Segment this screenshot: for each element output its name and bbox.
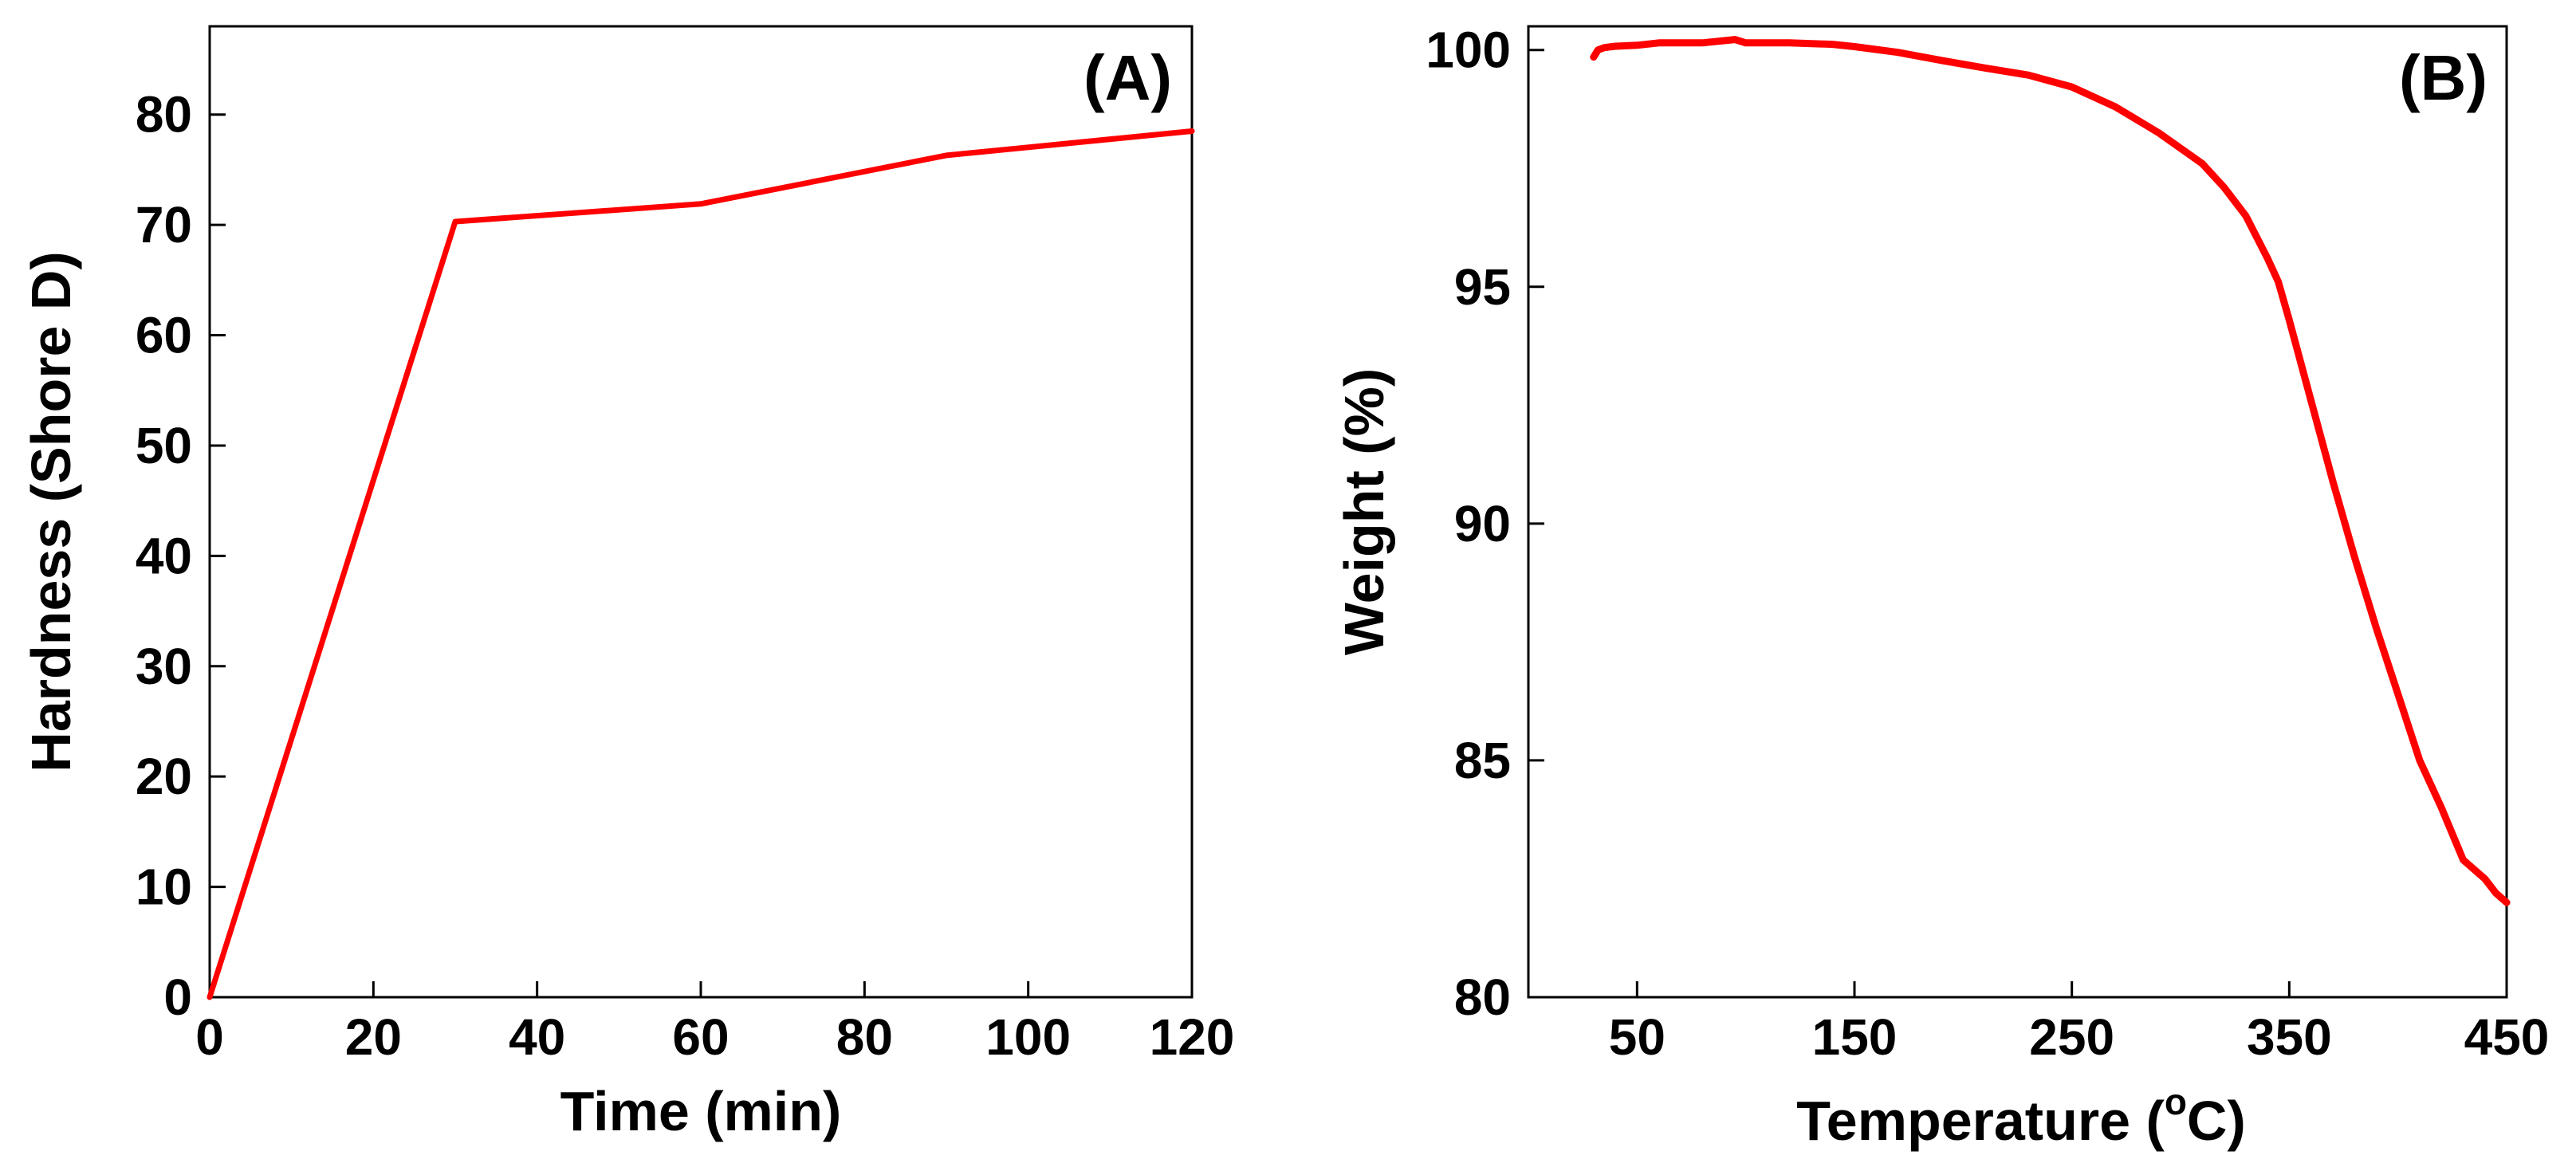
y-tick-label-a-7: 70 bbox=[136, 196, 192, 253]
chart-weight-vs-temperature: 50 150 250 350 450 80 85 90 95 100 (B) Temperatur… bbox=[1333, 22, 2549, 1152]
x-tick-label-a-3: 60 bbox=[672, 1008, 729, 1066]
y-tick-label-a-1: 10 bbox=[136, 858, 192, 916]
x-tick-label-b-0: 50 bbox=[1609, 1008, 1666, 1066]
x-tick-label-a-5: 100 bbox=[985, 1008, 1071, 1066]
y-tick-label-a-0: 0 bbox=[163, 969, 192, 1026]
x-tick-label-a-4: 80 bbox=[836, 1008, 893, 1066]
x-axis-label-a: Time (min) bbox=[560, 1080, 842, 1142]
y-tick-label-a-3: 30 bbox=[136, 638, 192, 695]
x-axis-label-b: Temperature (oC) bbox=[1796, 1081, 2246, 1152]
y-tick-label-a-5: 50 bbox=[136, 417, 192, 474]
y-tick-label-a-6: 60 bbox=[136, 307, 192, 364]
y-tick-label-b-2: 90 bbox=[1454, 495, 1511, 552]
axis-ticks-a: 0 20 40 60 80 100 120 0 10 20 30 40 50 60 70 80 bbox=[136, 86, 1235, 1066]
x-tick-label-b-2: 250 bbox=[2029, 1008, 2114, 1066]
x-axis-label-b-main: Temperature ( bbox=[1796, 1090, 2165, 1152]
y-tick-label-b-4: 100 bbox=[1426, 22, 1511, 79]
y-axis-label-a: Hardness (Shore D) bbox=[20, 251, 82, 772]
y-tick-label-a-8: 80 bbox=[136, 86, 192, 143]
x-tick-label-b-1: 150 bbox=[1812, 1008, 1898, 1066]
x-tick-label-b-4: 450 bbox=[2464, 1008, 2550, 1066]
x-tick-label-a-2: 40 bbox=[509, 1008, 565, 1066]
x-axis-label-b-unit: C) bbox=[2187, 1090, 2246, 1152]
x-tick-label-a-6: 120 bbox=[1150, 1008, 1235, 1066]
y-tick-label-a-4: 40 bbox=[136, 527, 192, 584]
chart-hardness-vs-time: 0 20 40 60 80 100 120 0 10 20 30 40 50 60 70 80 (A) Tim… bbox=[20, 25, 1235, 1142]
y-tick-label-b-3: 95 bbox=[1454, 258, 1511, 316]
y-axis-label-b: Weight (%) bbox=[1333, 368, 1395, 655]
x-axis-label-b-degree: o bbox=[2165, 1081, 2187, 1122]
y-tick-label-b-0: 80 bbox=[1454, 969, 1511, 1026]
y-tick-label-a-2: 20 bbox=[136, 748, 192, 805]
weight-line bbox=[1590, 36, 2511, 906]
x-tick-label-b-3: 350 bbox=[2247, 1008, 2332, 1066]
x-tick-label-a-1: 20 bbox=[345, 1008, 402, 1066]
x-tick-label-a-0: 0 bbox=[195, 1008, 224, 1066]
y-tick-label-b-1: 85 bbox=[1454, 732, 1511, 789]
plot-frame-b bbox=[1527, 25, 2508, 999]
plot-frame-a bbox=[208, 25, 1194, 999]
axis-ticks-b: 50 150 250 350 450 80 85 90 95 100 bbox=[1426, 22, 2549, 1066]
panel-label-a: (A) bbox=[1083, 42, 1172, 113]
hardness-line bbox=[206, 128, 1195, 1000]
panel-label-b: (B) bbox=[2399, 42, 2488, 113]
